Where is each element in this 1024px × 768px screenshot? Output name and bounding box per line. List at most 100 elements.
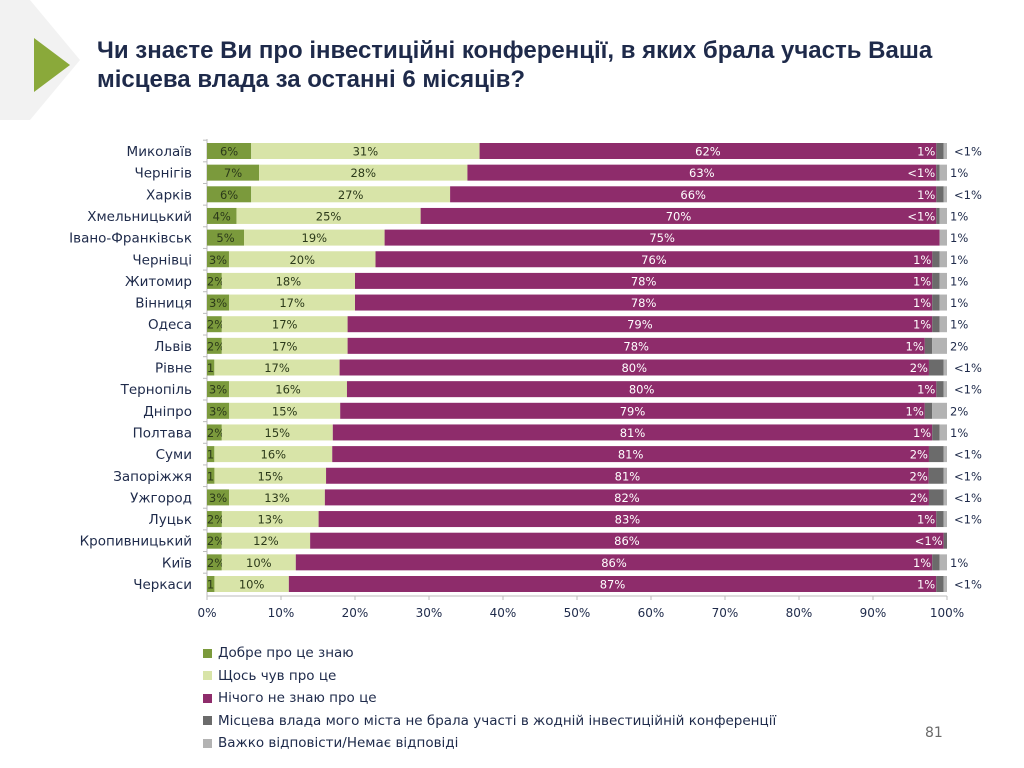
data-label: <1% xyxy=(954,145,982,159)
bar-segment xyxy=(332,446,929,463)
bar-segment xyxy=(928,359,944,376)
category-label: Тернопіль xyxy=(120,382,192,398)
category-label: Кропивницький xyxy=(80,534,192,550)
data-label: 18% xyxy=(276,274,302,288)
data-label: 15% xyxy=(265,426,291,440)
data-label: 17% xyxy=(272,318,298,332)
data-label: <1% xyxy=(954,491,982,505)
data-label: 78% xyxy=(631,274,657,288)
bar-segment xyxy=(214,446,333,463)
category-label: Рівне xyxy=(155,361,192,377)
bar-segment xyxy=(207,402,230,419)
data-label: 1% xyxy=(917,188,935,202)
data-label: 2% xyxy=(207,426,225,440)
data-label: 2% xyxy=(950,404,968,418)
bar-segment xyxy=(939,554,947,571)
bar-segment xyxy=(229,381,347,398)
bar-segment xyxy=(324,489,929,506)
data-label: 1% xyxy=(950,426,968,440)
bar-segment xyxy=(450,186,937,203)
chart-legend: Добре про це знаю Щось чув про це Нічого н… xyxy=(203,642,776,755)
bar-segment xyxy=(384,229,940,246)
bar-segment xyxy=(207,316,222,333)
legend-swatch xyxy=(203,716,212,726)
data-label: 17% xyxy=(279,296,305,310)
bar-segment xyxy=(939,207,947,224)
bar-segment xyxy=(939,316,947,333)
data-label: 86% xyxy=(601,556,627,570)
data-label: <1% xyxy=(907,166,935,180)
category-label: Чернігів xyxy=(134,166,192,182)
bar-segment xyxy=(332,424,933,441)
bar-segment xyxy=(928,446,944,463)
x-tick-label: 30% xyxy=(416,606,443,620)
data-label: 1% xyxy=(913,556,931,570)
stacked-bar-chart: 0% 10% 20% 30% 40% 50% 60% 70% 80% 90% 100% Миколаї… xyxy=(69,139,982,620)
bar-segment xyxy=(932,294,940,311)
legend-label: Місцева влада мого міста не брала участі… xyxy=(218,712,777,729)
category-label: Харків xyxy=(146,187,192,203)
data-label: 63% xyxy=(689,166,715,180)
bar-segment xyxy=(207,337,222,354)
category-label: Хмельницький xyxy=(87,209,192,225)
legend-item: Важко відповісти/Немає відповіді xyxy=(203,732,776,755)
x-tick-label: 20% xyxy=(342,606,369,620)
bar-segment xyxy=(207,489,230,506)
data-label: 20% xyxy=(289,253,315,267)
data-label: 2% xyxy=(207,534,225,548)
data-label: 2% xyxy=(207,513,225,527)
data-label: 1% xyxy=(950,209,968,223)
data-label: 10% xyxy=(246,556,272,570)
data-label: <1% xyxy=(954,578,982,592)
legend-swatch xyxy=(203,693,212,703)
data-label: 1% xyxy=(950,296,968,310)
bar-segment xyxy=(229,294,355,311)
bar-segment xyxy=(939,229,947,246)
legend-label: Нічого не знаю про це xyxy=(218,690,377,707)
data-label: <1% xyxy=(954,513,982,527)
page-number: 81 xyxy=(925,725,943,741)
legend-swatch xyxy=(203,671,212,681)
bar-segment xyxy=(207,446,215,463)
bar-segment xyxy=(340,402,925,419)
x-tick-label: 70% xyxy=(712,606,739,620)
data-label: 12% xyxy=(253,534,279,548)
data-label: 19% xyxy=(302,231,328,245)
bar-segment xyxy=(943,511,947,528)
bar-segment xyxy=(939,251,947,268)
bar-segment xyxy=(207,576,215,592)
bar-segment xyxy=(347,316,933,333)
data-label: 3% xyxy=(209,404,227,418)
data-label: 3% xyxy=(209,491,227,505)
category-label: Дніпро xyxy=(143,404,192,420)
bar-segment xyxy=(221,316,348,333)
bar-segment xyxy=(467,164,937,181)
bar-segment xyxy=(207,251,229,268)
green-triangle-icon xyxy=(34,38,70,92)
bar-segment xyxy=(288,576,937,592)
bar-segment xyxy=(221,511,319,528)
data-label: 6% xyxy=(220,188,238,202)
bar-segment xyxy=(355,294,933,311)
data-label: 13% xyxy=(264,491,290,505)
bar-segment xyxy=(939,424,947,441)
data-label: 87% xyxy=(600,578,626,592)
category-label: Житомир xyxy=(125,274,192,290)
category-label: Ужгород xyxy=(130,490,192,506)
bar-segment xyxy=(932,402,947,419)
data-label: 2% xyxy=(207,318,225,332)
x-tick-label: 100% xyxy=(930,606,964,620)
bar-segment xyxy=(310,532,944,549)
category-label: Суми xyxy=(156,447,192,463)
bar-segment xyxy=(936,207,940,224)
data-label: 78% xyxy=(623,339,649,353)
data-label: 62% xyxy=(695,145,721,159)
data-label: 1% xyxy=(917,383,935,397)
data-label: <1% xyxy=(954,383,982,397)
bar-segment xyxy=(943,381,947,398)
bar-segment xyxy=(295,554,933,571)
data-label: 1% xyxy=(950,556,968,570)
data-label: 2% xyxy=(207,274,225,288)
bar-segment xyxy=(207,164,260,181)
data-label: 1% xyxy=(950,318,968,332)
